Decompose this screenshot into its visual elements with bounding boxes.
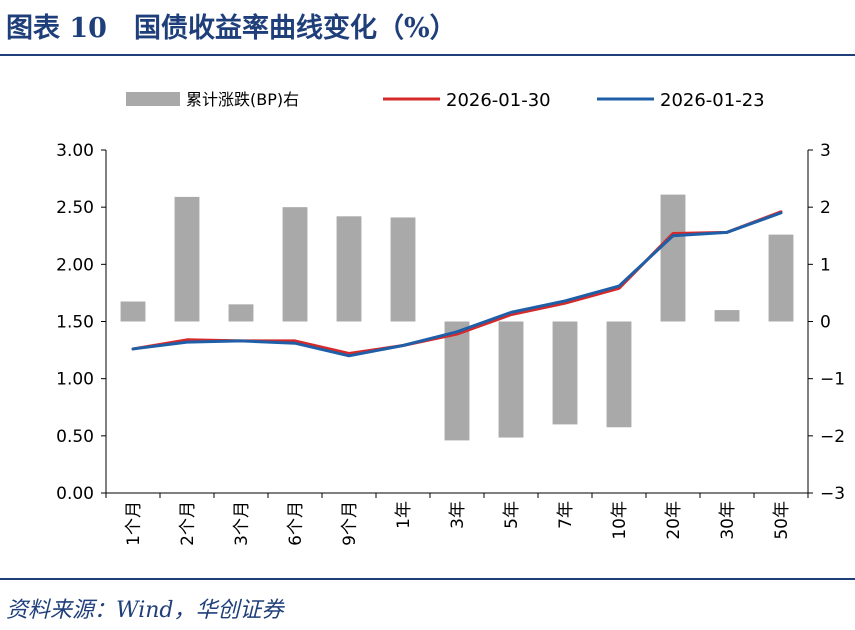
left-tick-label: 1.50 [56, 313, 94, 333]
x-tick-label: 2个月 [178, 501, 198, 546]
x-tick-label: 10年 [610, 501, 630, 540]
right-tick-label: 0 [820, 313, 831, 333]
right-tick-label: 2 [820, 198, 831, 218]
bar [174, 196, 200, 322]
left-tick-label: 0.50 [56, 427, 94, 447]
x-tick-label: 1个月 [124, 501, 144, 546]
bar [120, 301, 146, 322]
axis-ticks: 0.00 0.50 1.00 1.50 2.00 2.50 3.00 −3 −2 −1 0 1 2 3 1个… [56, 141, 845, 546]
right-tick-label: 3 [820, 141, 831, 161]
x-tick-label: 6个月 [286, 501, 306, 546]
left-tick-label: 1.00 [56, 370, 94, 390]
x-tick-label: 3年 [448, 501, 468, 529]
bar-series [120, 194, 794, 441]
right-tick-label: −1 [820, 370, 845, 390]
bar [228, 304, 254, 322]
bar [336, 216, 362, 322]
legend: 累计涨跌(BP)右 2026-01-30 2026-01-23 [126, 90, 765, 111]
legend-label-bars: 累计涨跌(BP)右 [186, 90, 299, 109]
line-series [131, 210, 783, 358]
left-tick-label: 3.00 [56, 141, 94, 161]
bar [660, 194, 686, 322]
series-line-2026-01-23 [131, 211, 783, 358]
x-tick-label: 3个月 [232, 501, 252, 546]
bottom-rule [0, 578, 855, 580]
bar [444, 321, 470, 441]
legend-swatch-bars [126, 92, 180, 106]
x-tick-label: 7年 [556, 501, 576, 529]
x-tick-label: 5年 [502, 501, 522, 529]
legend-label-0123: 2026-01-23 [660, 90, 765, 111]
right-tick-label: 1 [820, 255, 831, 275]
chart-title: 图表 10 国债收益率曲线变化（%） [6, 13, 457, 44]
left-tick-label: 2.50 [56, 198, 94, 218]
bar [498, 321, 524, 438]
x-tick-label: 1年 [394, 501, 414, 529]
bar [282, 207, 308, 322]
source-note: 资料来源：Wind，华创证券 [6, 598, 284, 623]
x-tick-label: 9个月 [340, 501, 360, 546]
left-tick-label: 2.00 [56, 255, 94, 275]
x-tick-label: 20年 [664, 501, 684, 540]
bar [768, 234, 794, 322]
top-rule [0, 54, 855, 56]
left-tick-label: 0.00 [56, 484, 94, 504]
bar [552, 321, 578, 425]
bar [714, 310, 740, 322]
x-tick-label: 30年 [718, 501, 738, 540]
bar [390, 217, 416, 322]
x-tick-label: 50年 [772, 501, 792, 540]
right-tick-label: −2 [820, 427, 845, 447]
legend-label-0130: 2026-01-30 [446, 90, 551, 111]
bar [606, 321, 632, 428]
right-tick-label: −3 [820, 484, 845, 504]
